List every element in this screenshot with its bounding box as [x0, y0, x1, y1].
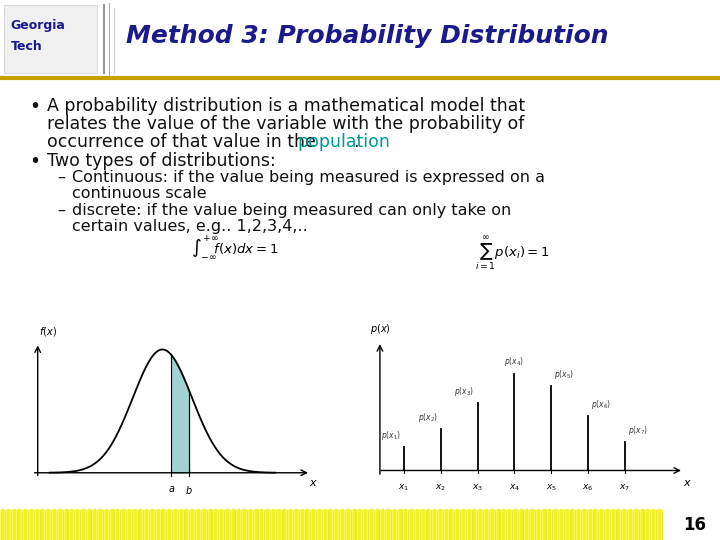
Text: Method 3: Probability Distribution: Method 3: Probability Distribution	[126, 24, 608, 48]
Text: $\sum_{i=1}^{\infty} p(x_i) = 1$: $\sum_{i=1}^{\infty} p(x_i) = 1$	[475, 235, 550, 273]
Text: continuous scale: continuous scale	[72, 186, 207, 201]
Text: A probability distribution is a mathematical model that: A probability distribution is a mathemat…	[47, 97, 525, 115]
Text: 16: 16	[683, 516, 706, 534]
Text: $x$: $x$	[683, 478, 692, 488]
Text: $x_3$: $x_3$	[472, 482, 483, 492]
Text: $p(x_4)$: $p(x_4)$	[504, 355, 525, 368]
Text: –: –	[58, 170, 66, 185]
Text: •: •	[29, 152, 40, 171]
Text: discrete: if the value being measured can only take on: discrete: if the value being measured ca…	[72, 203, 511, 218]
Text: $p(x_3)$: $p(x_3)$	[454, 385, 474, 398]
Text: $p(x_7)$: $p(x_7)$	[628, 424, 648, 437]
Bar	[0, 510, 662, 540]
Text: occurrence of that value in the: occurrence of that value in the	[47, 133, 321, 151]
Text: Continuous: if the value being measured is expressed on a: Continuous: if the value being measured …	[72, 170, 545, 185]
FancyBboxPatch shape	[4, 5, 97, 73]
Text: Georgia: Georgia	[11, 19, 66, 32]
Text: $p(x_2)$: $p(x_2)$	[418, 411, 438, 424]
Text: $\int_{-\infty}^{+\infty}\!\! f(x)dx = 1$: $\int_{-\infty}^{+\infty}\!\! f(x)dx = 1…	[191, 235, 278, 261]
Text: $x_1$: $x_1$	[398, 482, 410, 492]
Text: $a$: $a$	[168, 484, 175, 494]
Text: $x$: $x$	[310, 478, 318, 488]
Text: $x_4$: $x_4$	[509, 482, 520, 492]
Text: $b$: $b$	[185, 484, 193, 496]
Text: Two types of distributions:: Two types of distributions:	[47, 152, 276, 170]
Text: –: –	[58, 203, 66, 218]
Text: $x_2$: $x_2$	[435, 482, 446, 492]
Text: •: •	[29, 97, 40, 116]
Text: population: population	[297, 133, 390, 151]
Text: $p(x_6)$: $p(x_6)$	[591, 398, 611, 411]
Text: $x_5$: $x_5$	[546, 482, 557, 492]
Text: certain values, e.g.. 1,2,3,4,..: certain values, e.g.. 1,2,3,4,..	[72, 219, 307, 234]
Text: $x_6$: $x_6$	[582, 482, 594, 492]
Text: $p(x_5)$: $p(x_5)$	[554, 368, 575, 381]
Text: Tech: Tech	[11, 40, 42, 53]
Text: $f(x)$: $f(x)$	[39, 325, 57, 338]
Text: .: .	[354, 133, 359, 151]
Text: $p(x)$: $p(x)$	[369, 322, 390, 336]
Text: relates the value of the variable with the probability of: relates the value of the variable with t…	[47, 115, 524, 133]
Text: $x_7$: $x_7$	[619, 482, 631, 492]
Text: $p(x_1)$: $p(x_1)$	[381, 429, 401, 442]
